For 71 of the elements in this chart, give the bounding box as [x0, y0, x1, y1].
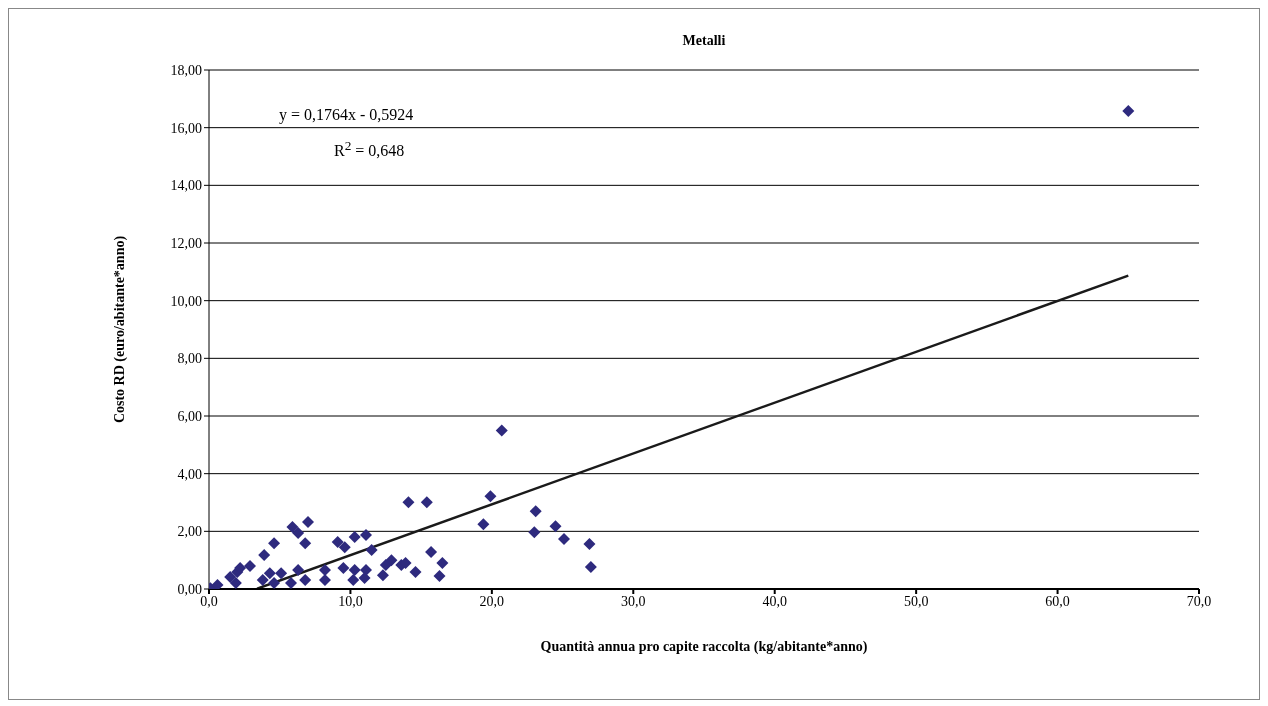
point — [268, 537, 281, 550]
point — [256, 574, 269, 587]
point — [359, 529, 372, 542]
point — [299, 574, 312, 587]
point — [484, 490, 497, 503]
point — [436, 557, 449, 570]
point — [584, 561, 597, 574]
point — [495, 424, 508, 437]
point — [379, 559, 392, 572]
point — [331, 536, 344, 548]
point — [337, 561, 350, 574]
x-tick-label: 70,0 — [1186, 593, 1212, 609]
point — [529, 505, 542, 518]
y-tick-label: 10,00 — [170, 293, 202, 309]
point — [299, 537, 312, 550]
point — [347, 574, 360, 587]
point — [376, 569, 389, 582]
point — [1122, 104, 1135, 117]
point — [292, 563, 305, 576]
x-tick-label: 30,0 — [621, 593, 646, 609]
point — [244, 559, 257, 572]
point — [348, 531, 361, 544]
y-tick-label: 12,00 — [170, 235, 202, 251]
y-tick-label: 0,00 — [177, 581, 202, 597]
x-tick-label: 60,0 — [1045, 593, 1070, 609]
point — [433, 570, 446, 583]
y-tick-label: 16,00 — [170, 120, 202, 136]
point — [224, 570, 237, 583]
y-tick-label: 6,00 — [177, 408, 202, 424]
x-tick-label: 10,0 — [338, 593, 363, 609]
point — [302, 516, 314, 529]
annotation: y = 0,1764x - 0,5924 — [279, 106, 414, 124]
point — [385, 554, 398, 567]
y-axis-title: Costo RD (euro/abitante*anno) — [111, 235, 128, 424]
y-tick-label: 4,00 — [177, 466, 202, 482]
point — [285, 576, 298, 589]
chart-title: Metalli — [681, 33, 727, 49]
point — [365, 544, 378, 557]
point — [229, 576, 242, 589]
y-tick-label: 14,00 — [170, 178, 202, 194]
annotation: R$^{2}$ = 0,648 — [334, 138, 405, 161]
point — [425, 546, 438, 559]
y-tick-label: 2,00 — [177, 524, 202, 540]
x-tick-label: 20,0 — [479, 593, 505, 609]
point — [557, 533, 570, 546]
y-tick-label: 18,00 — [170, 62, 202, 78]
x-tick-label: 40,0 — [762, 593, 787, 609]
point — [268, 576, 281, 589]
point — [477, 518, 490, 531]
point — [211, 578, 224, 589]
point — [402, 496, 415, 509]
point — [348, 563, 361, 576]
x-tick-label: 0,0 — [200, 593, 218, 609]
point — [286, 521, 299, 534]
point — [528, 526, 541, 539]
point — [359, 563, 372, 576]
point — [292, 527, 305, 540]
point — [583, 538, 596, 551]
point — [420, 496, 433, 509]
point — [318, 574, 331, 587]
point — [409, 565, 422, 578]
point — [263, 567, 276, 580]
x-axis-title: Quantità annua pro capite raccolta (kg/abitante*anno) — [540, 639, 868, 655]
point — [358, 572, 371, 585]
y-tick-label: 8,00 — [177, 351, 202, 367]
point — [275, 567, 288, 580]
x-tick-label: 50,0 — [903, 593, 929, 609]
point — [549, 520, 562, 533]
point — [318, 563, 331, 576]
point — [338, 541, 351, 554]
point — [258, 548, 271, 561]
